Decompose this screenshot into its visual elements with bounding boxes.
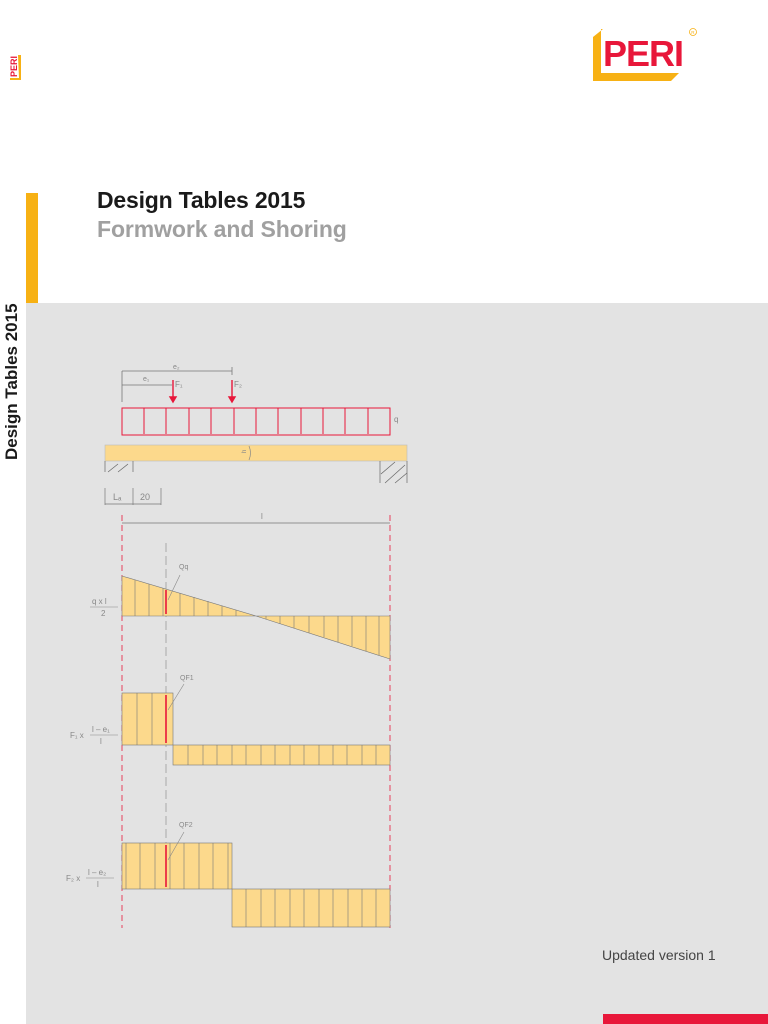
label-QF1: QF1 xyxy=(180,675,194,682)
label-20: 20 xyxy=(140,492,150,502)
label-e2: e₂ xyxy=(173,364,180,371)
svg-text:h: h xyxy=(242,450,248,453)
footer-red-bar xyxy=(603,1014,768,1024)
peri-logo: PERI R xyxy=(593,28,697,81)
svg-text:q x l: q x l xyxy=(92,597,107,606)
svg-text:R: R xyxy=(691,30,695,35)
peri-small-logo: PERI xyxy=(9,55,21,80)
version-note: Updated version 1 xyxy=(602,947,716,963)
svg-text:F₂ x: F₂ x xyxy=(66,874,80,883)
document-subtitle: Formwork and Shoring xyxy=(97,216,347,242)
svg-text:l: l xyxy=(97,880,99,889)
label-span: l xyxy=(261,512,263,521)
label-F1: F₁ xyxy=(175,380,183,389)
svg-text:l – e₁: l – e₁ xyxy=(92,725,110,734)
label-LA: Lₐ xyxy=(113,492,122,502)
label-QF2: QF2 xyxy=(179,822,193,829)
accent-bar xyxy=(26,193,38,303)
document-title: Design Tables 2015 xyxy=(97,187,306,213)
label-e1: e₁ xyxy=(143,376,150,383)
svg-text:F₁ x: F₁ x xyxy=(70,731,84,740)
svg-text:2: 2 xyxy=(101,609,106,618)
label-q: q xyxy=(394,415,398,424)
svg-text:PERI: PERI xyxy=(603,33,683,74)
label-F2: F₂ xyxy=(234,380,242,389)
cover-panel xyxy=(26,303,768,1024)
svg-text:PERI: PERI xyxy=(9,56,19,77)
svg-text:l – e₂: l – e₂ xyxy=(88,868,106,877)
label-Qq: Qq xyxy=(179,564,188,571)
svg-text:l: l xyxy=(100,737,102,746)
